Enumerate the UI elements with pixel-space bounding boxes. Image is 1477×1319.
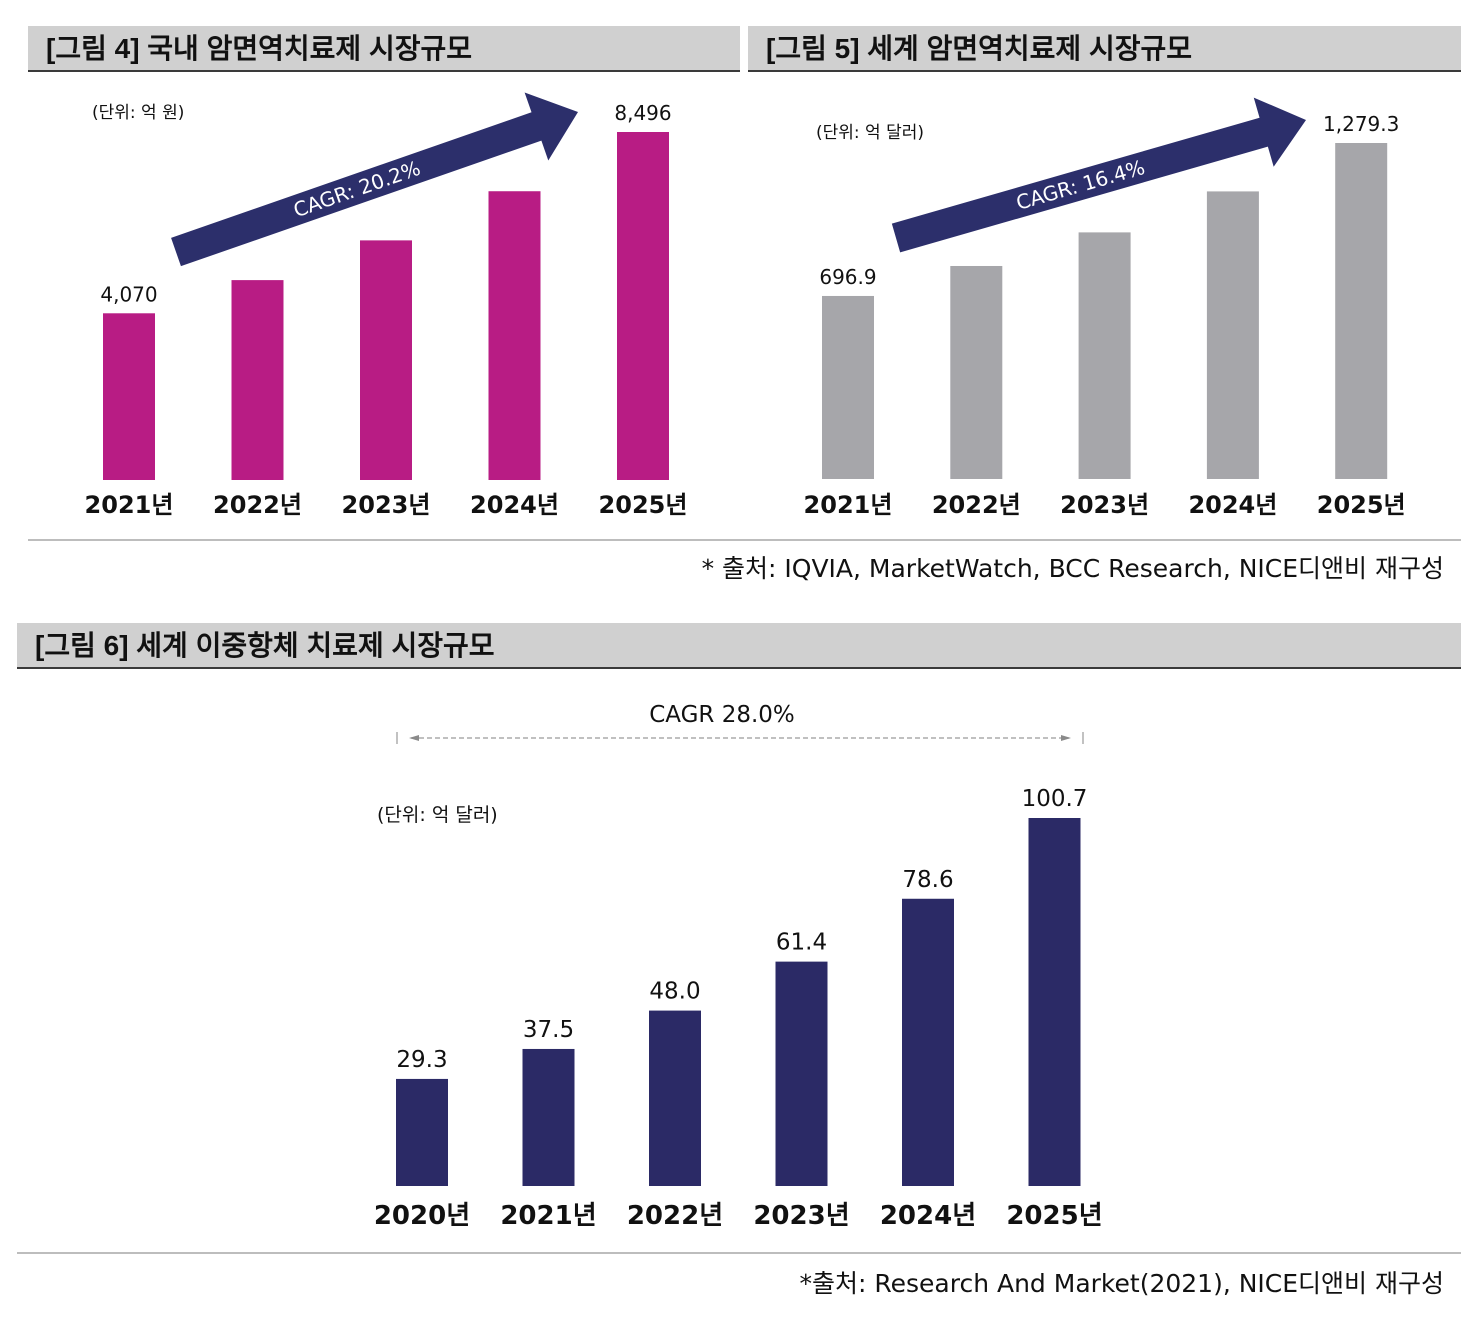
bar-2024년: [488, 191, 541, 480]
x-tick-label: 2021년: [804, 491, 893, 519]
arrowhead-right-icon: [1061, 735, 1071, 741]
figure-5-unit: (단위: 억 달러): [816, 123, 924, 143]
x-tick-label: 2025년: [1006, 1201, 1102, 1231]
bar-2024년: [1206, 191, 1259, 480]
bar-2023년: [775, 961, 828, 1186]
figure-5-title: [그림 5] 세계 암면역치료제 시장규모: [748, 26, 1461, 72]
x-tick-label: 2022년: [932, 491, 1021, 519]
bar-2020년: [396, 1078, 448, 1186]
x-tick-label: 2021년: [500, 1201, 596, 1231]
x-tick-label: 2022년: [627, 1201, 723, 1231]
bar-2025년: [617, 132, 669, 480]
cagr-arrow: [171, 92, 579, 267]
chart-figure-4: CAGR: 20.2% 4,070 2021년 2022년 2023년 2024년 8,49…: [85, 92, 688, 519]
data-label: 696.9: [819, 265, 876, 289]
x-tick-label: 2024년: [880, 1201, 976, 1231]
data-label: 78.6: [902, 867, 953, 893]
bar-2021년: [522, 1048, 575, 1186]
data-label: 4,070: [100, 282, 157, 306]
data-label: 100.7: [1022, 786, 1088, 812]
figure-4-unit: (단위: 억 원): [92, 103, 185, 123]
x-tick-label: 2025년: [599, 491, 688, 519]
bar-2025년: [1335, 143, 1388, 479]
bar-2023년: [360, 240, 412, 480]
x-tick-label: 2024년: [470, 491, 559, 519]
source-note-2: *출처: Research And Market(2021), NICE디앤비 …: [799, 1269, 1445, 1298]
figure-6-unit: (단위: 억 달러): [377, 804, 498, 826]
data-label: 61.4: [776, 930, 827, 956]
data-label: 29.3: [396, 1047, 447, 1073]
x-tick-label: 2022년: [213, 491, 302, 519]
bar-2023년: [1078, 232, 1131, 479]
data-label: 8,496: [614, 101, 671, 125]
arrowhead-left-icon: [409, 735, 419, 741]
figure-6-title: [그림 6] 세계 이중항체 치료제 시장규모: [17, 623, 1461, 669]
bar-2022년: [649, 1010, 701, 1186]
divider-bottom: [17, 1252, 1461, 1254]
cagr-label: CAGR 28.0%: [649, 702, 795, 728]
x-tick-label: 2024년: [1188, 491, 1277, 519]
figure-4-title: [그림 4] 국내 암면역치료제 시장규모: [28, 26, 740, 72]
data-label: 48.0: [649, 979, 700, 1005]
divider-top: [28, 539, 1461, 541]
source-note-1: * 출처: IQVIA, MarketWatch, BCC Research, …: [701, 554, 1444, 583]
cagr-label: CAGR: 20.2%: [290, 156, 423, 222]
chart-figure-6: CAGR 28.0% 29.3 2020년 37.5 2021년 48.0 2022년 61.…: [374, 702, 1103, 1231]
data-label: 37.5: [523, 1017, 574, 1043]
bar-2021년: [103, 313, 155, 480]
x-tick-label: 2025년: [1317, 491, 1406, 519]
cagr-arrow: [891, 97, 1306, 253]
bar-2021년: [822, 295, 874, 479]
bar-2024년: [902, 898, 954, 1186]
bar-2022년: [231, 280, 284, 480]
x-tick-label: 2023년: [342, 491, 431, 519]
x-tick-label: 2020년: [374, 1201, 470, 1231]
bar-2025년: [1028, 818, 1081, 1186]
x-tick-label: 2021년: [85, 491, 174, 519]
data-label: 1,279.3: [1323, 112, 1399, 136]
x-tick-label: 2023년: [753, 1201, 849, 1231]
x-tick-label: 2023년: [1060, 491, 1149, 519]
bar-2022년: [950, 265, 1003, 479]
